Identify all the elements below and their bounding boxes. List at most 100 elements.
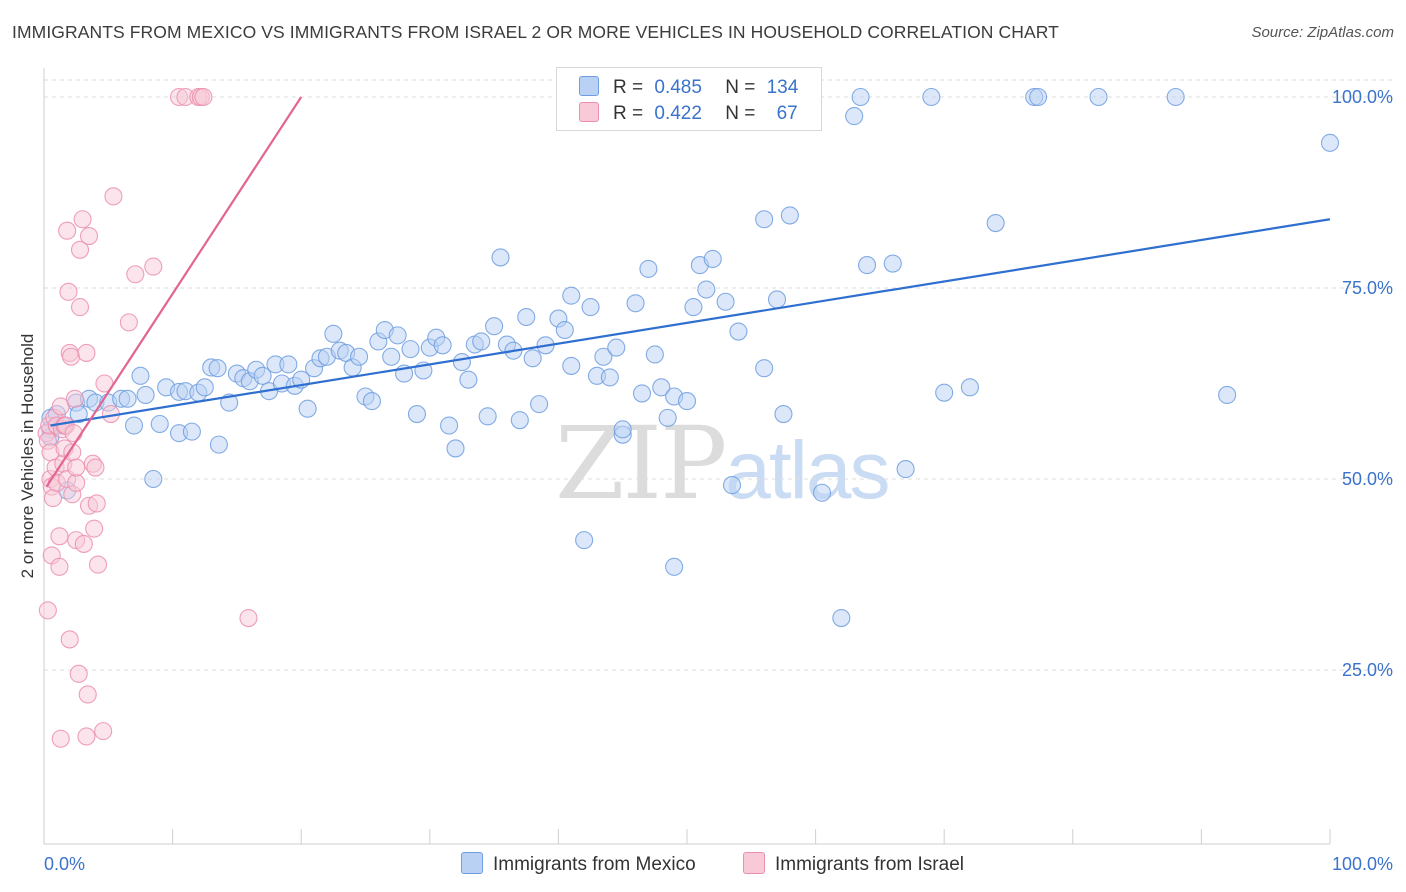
data-point — [581, 298, 600, 317]
legend-item-israel[interactable]: Immigrants from Israel — [743, 852, 964, 876]
r-value-mexico: 0.485 — [654, 77, 702, 98]
data-point — [64, 424, 83, 443]
israel-swatch — [579, 102, 599, 122]
data-point — [144, 469, 163, 489]
data-point — [70, 298, 90, 317]
data-point — [43, 489, 63, 508]
data-point — [51, 729, 70, 748]
data-point — [150, 414, 169, 434]
data-point — [382, 347, 401, 366]
n-value-mexico: 134 — [766, 77, 799, 98]
data-point — [530, 395, 549, 414]
legend-item-mexico[interactable]: Immigrants from Mexico — [461, 852, 696, 876]
data-point — [182, 422, 201, 441]
data-point — [883, 254, 902, 273]
data-point — [433, 336, 452, 355]
data-point — [491, 248, 510, 267]
data-point — [124, 416, 144, 435]
data-point — [722, 476, 742, 495]
data-point — [665, 557, 684, 576]
zipatlas-watermark: ZIPatlas — [555, 405, 891, 522]
data-point — [774, 405, 793, 424]
data-point — [388, 326, 407, 345]
data-point — [986, 214, 1005, 233]
data-point — [104, 187, 123, 206]
data-point — [38, 601, 57, 620]
israel-legend-swatch — [743, 852, 765, 874]
data-point — [594, 347, 613, 366]
legend-label-mexico: Immigrants from Mexico — [493, 854, 696, 875]
data-point — [1029, 87, 1048, 107]
y-tick-label: 75.0% — [1342, 278, 1393, 298]
series-mexico — [41, 87, 1340, 628]
data-point — [452, 353, 472, 372]
axes — [43, 68, 1331, 845]
data-point — [1089, 87, 1108, 107]
data-point — [50, 557, 69, 576]
data-point — [755, 359, 774, 378]
x-tick-label: 100.0% — [1332, 854, 1393, 874]
data-points — [37, 87, 1340, 748]
mexico-legend-swatch — [461, 852, 483, 874]
data-point — [94, 722, 113, 741]
data-point — [209, 435, 228, 454]
data-point — [119, 313, 138, 332]
data-point — [1166, 87, 1185, 107]
trend-line-mexico — [50, 218, 1331, 427]
data-point — [407, 405, 426, 424]
data-point — [58, 221, 77, 240]
y-tick-label: 25.0% — [1342, 660, 1393, 680]
data-point — [118, 389, 137, 408]
tick-labels: 25.0% 50.0% 75.0% 100.0% 0.0% 100.0% — [44, 87, 1393, 874]
data-point — [69, 664, 88, 683]
data-point — [85, 519, 104, 538]
data-point — [86, 458, 105, 477]
data-point — [755, 210, 774, 229]
y-tick-label: 50.0% — [1342, 469, 1393, 489]
data-point — [298, 399, 317, 418]
data-point — [51, 397, 70, 416]
r-value-israel: 0.422 — [654, 103, 702, 124]
data-point — [935, 383, 954, 402]
data-point — [239, 608, 258, 628]
data-point — [459, 370, 478, 389]
data-point — [652, 378, 671, 397]
data-point — [857, 256, 877, 275]
legend-row-israel: R = 0.422 N = 67 — [579, 102, 798, 126]
data-point — [845, 107, 864, 126]
data-point — [851, 87, 870, 107]
data-point — [510, 411, 529, 430]
watermark-zip: ZIP — [555, 405, 727, 522]
data-point — [716, 292, 735, 311]
data-point — [562, 286, 581, 305]
n-label: N = — [725, 77, 756, 98]
data-point — [126, 265, 145, 284]
data-point — [697, 280, 716, 299]
data-point — [440, 416, 459, 435]
data-point — [77, 343, 96, 362]
data-point — [401, 340, 420, 359]
data-point — [67, 458, 86, 477]
data-point — [517, 307, 536, 327]
data-point — [78, 685, 97, 704]
data-point — [208, 359, 227, 378]
data-point — [1320, 133, 1340, 152]
data-point — [472, 332, 491, 351]
watermark-atlas: atlas — [725, 425, 890, 516]
data-point — [61, 347, 81, 366]
data-point — [613, 420, 632, 439]
data-point — [600, 368, 619, 387]
chart-title: IMMIGRANTS FROM MEXICO VS IMMIGRANTS FRO… — [12, 22, 1059, 42]
data-point — [279, 355, 298, 374]
data-point — [70, 240, 90, 259]
data-point — [478, 407, 497, 426]
data-point — [575, 531, 594, 550]
data-point — [658, 408, 677, 427]
data-point — [896, 460, 915, 479]
data-point — [362, 392, 381, 411]
data-point — [350, 347, 369, 366]
n-label: N = — [725, 103, 756, 124]
data-point — [50, 527, 69, 546]
r-label: R = — [613, 103, 644, 124]
